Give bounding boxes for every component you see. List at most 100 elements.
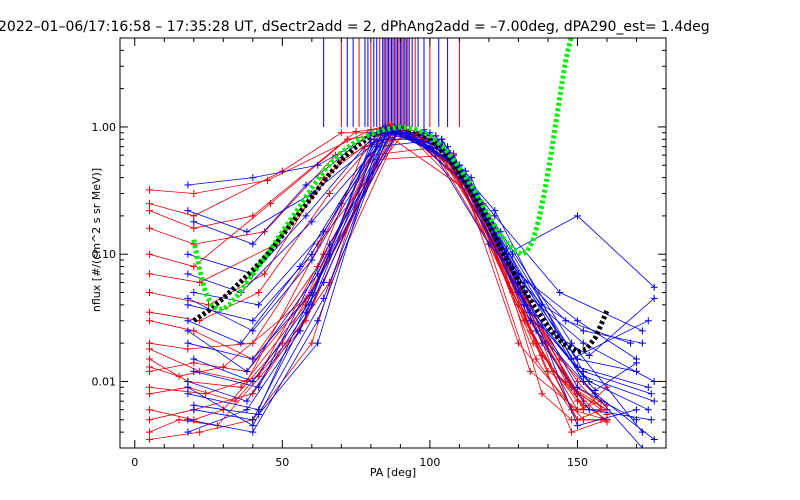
blue-series-point xyxy=(184,339,192,347)
blue-series-line xyxy=(187,132,637,372)
red-series-point xyxy=(190,327,198,335)
blue-series-point xyxy=(249,174,257,182)
blue-series-point xyxy=(314,339,322,347)
blue-series-point xyxy=(520,301,528,309)
red-series-point xyxy=(264,176,272,184)
blue-series-point xyxy=(184,181,192,189)
red-series-point xyxy=(237,383,245,391)
blue-series-point xyxy=(647,390,655,398)
red-series-point xyxy=(146,363,154,371)
blue-series-point xyxy=(249,377,257,385)
blue-series-point xyxy=(532,327,540,335)
blue-series-point xyxy=(190,367,198,375)
x-tick-label: 50 xyxy=(275,456,289,469)
green-fit-curve xyxy=(191,38,574,312)
blue-series-point xyxy=(308,218,316,226)
red-series-point xyxy=(314,263,322,271)
blue-series-point xyxy=(585,406,593,414)
red-series-point xyxy=(146,289,154,297)
blue-series-point xyxy=(302,181,310,189)
blue-series-point xyxy=(243,367,251,375)
red-series-point xyxy=(278,167,286,175)
red-series-point xyxy=(146,207,154,215)
blue-series-point xyxy=(579,327,587,335)
blue-series-point xyxy=(255,301,263,309)
red-series-point xyxy=(175,416,183,424)
x-axis-label: PA [deg] xyxy=(370,466,416,479)
red-series-point xyxy=(514,339,522,347)
blue-series-line xyxy=(193,138,637,427)
blue-series-point xyxy=(556,289,564,297)
red-series-point xyxy=(190,224,198,232)
blue-series-point xyxy=(579,377,587,385)
blue-series-point xyxy=(573,383,581,391)
red-series-point xyxy=(190,263,198,271)
blue-series-point xyxy=(184,428,192,436)
red-series-point xyxy=(146,345,154,353)
red-series-point xyxy=(249,339,257,347)
blue-series-point xyxy=(237,339,245,347)
blue-series-point xyxy=(249,240,257,248)
blue-series-point xyxy=(302,212,310,220)
blue-series-line xyxy=(187,126,643,448)
blue-series-point xyxy=(243,228,251,236)
blue-series-point xyxy=(632,406,640,414)
blue-series-point xyxy=(627,339,635,347)
blue-series-point xyxy=(184,390,192,398)
blue-series-point xyxy=(184,327,192,335)
blue-series-line xyxy=(193,129,655,382)
red-series-point xyxy=(146,383,154,391)
blue-series-point xyxy=(650,377,658,385)
red-series-point xyxy=(190,189,198,197)
blue-series-point xyxy=(632,367,640,375)
blue-series-point xyxy=(190,218,198,226)
blue-series-point xyxy=(308,256,316,264)
blue-series-point xyxy=(644,406,652,414)
blue-series-point xyxy=(579,339,587,347)
red-series-line xyxy=(149,127,608,411)
red-series-line xyxy=(149,126,608,421)
blue-series-point xyxy=(249,355,257,363)
red-series-point xyxy=(532,355,540,363)
blue-series-point xyxy=(184,270,192,278)
red-series-point xyxy=(146,308,154,316)
blue-series-point xyxy=(184,294,192,302)
blue-series-point xyxy=(249,327,257,335)
chart-title: 2022–01–06/17:16:58 – 17:35:28 UT, dSect… xyxy=(0,19,710,35)
x-tick-label: 0 xyxy=(131,456,138,469)
red-series-point xyxy=(302,294,310,302)
blue-series-point xyxy=(638,444,646,448)
red-series-point xyxy=(526,327,534,335)
red-series-point xyxy=(146,390,154,398)
blue-series-line xyxy=(187,129,643,433)
blue-series-point xyxy=(650,435,658,443)
red-series-line xyxy=(149,126,608,433)
blue-series-point xyxy=(573,317,581,325)
blue-series-point xyxy=(184,416,192,424)
red-series-point xyxy=(326,189,334,197)
blue-series-point xyxy=(647,416,655,424)
blue-series-point xyxy=(243,397,251,405)
plot-area xyxy=(146,38,658,448)
blue-series-line xyxy=(187,126,649,411)
y-tick-label: 1.00 xyxy=(92,121,117,134)
blue-series-point xyxy=(249,317,257,325)
red-series-point xyxy=(337,129,345,137)
blue-series-point xyxy=(314,161,322,169)
blue-series-point xyxy=(526,317,534,325)
blue-series-line xyxy=(187,132,631,433)
y-tick-label: 0.01 xyxy=(92,375,117,388)
blue-series-point xyxy=(296,263,304,271)
x-tick-label: 150 xyxy=(567,456,588,469)
blue-series-point xyxy=(320,294,328,302)
x-tick-label: 100 xyxy=(419,456,440,469)
blue-series-point xyxy=(255,383,263,391)
red-series-point xyxy=(146,355,154,363)
plot-frame xyxy=(119,37,667,449)
blue-series-point xyxy=(184,301,192,309)
blue-series-point xyxy=(190,355,198,363)
red-series-point xyxy=(343,135,351,143)
red-series-point xyxy=(146,435,154,443)
blue-series-point xyxy=(644,383,652,391)
